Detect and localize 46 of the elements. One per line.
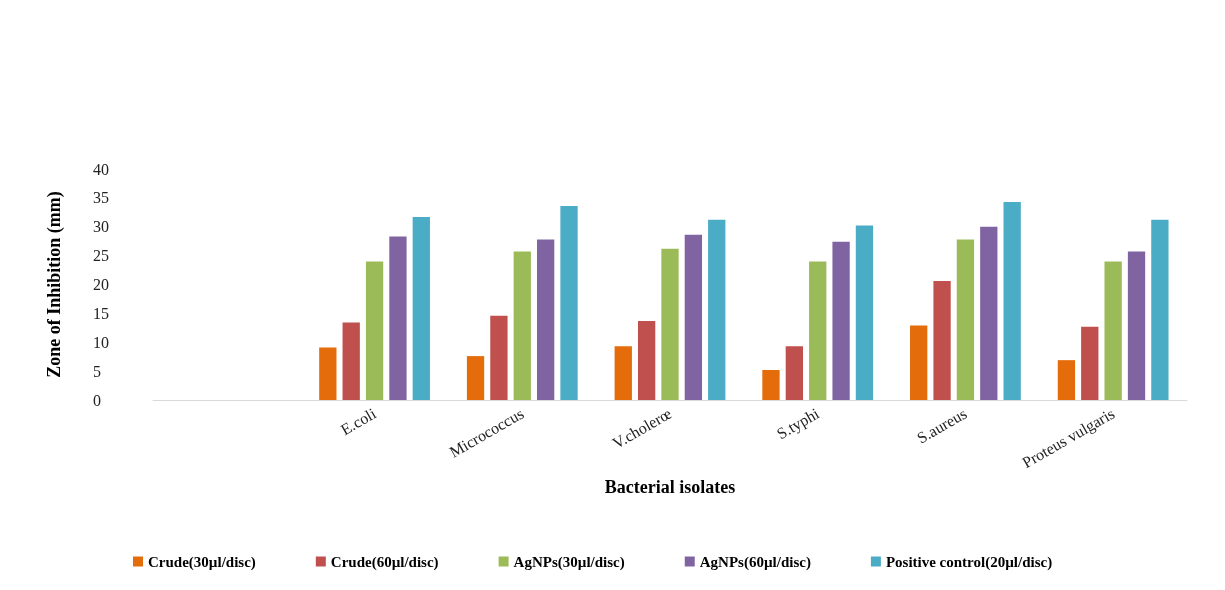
y-tick-label: 10 bbox=[93, 333, 109, 351]
y-tick-label: 35 bbox=[93, 189, 109, 207]
bar bbox=[855, 225, 874, 400]
legend-label: Crude(30µl/disc) bbox=[148, 553, 256, 571]
bar bbox=[365, 261, 384, 400]
bar bbox=[412, 216, 430, 400]
y-tick-label: 30 bbox=[93, 218, 109, 236]
y-tick-label: 25 bbox=[93, 247, 109, 265]
bar bbox=[1081, 326, 1099, 400]
bar bbox=[661, 248, 679, 400]
bar bbox=[513, 251, 531, 400]
bar bbox=[490, 315, 508, 400]
bar bbox=[980, 226, 998, 400]
legend-label: AgNPs(60µl/disc) bbox=[699, 553, 811, 571]
bar bbox=[537, 239, 555, 400]
bar bbox=[785, 346, 803, 400]
legend-label: AgNPs(30µl/disc) bbox=[513, 553, 625, 571]
bar bbox=[1057, 360, 1076, 400]
y-tick-label: 0 bbox=[93, 391, 101, 409]
bar bbox=[637, 320, 656, 400]
bar bbox=[708, 219, 726, 400]
bar bbox=[933, 281, 951, 400]
x-axis-title: Bacterial isolates bbox=[604, 477, 736, 497]
y-axis-title: Zone of Inhibition (mm) bbox=[44, 191, 65, 378]
bar bbox=[1003, 201, 1021, 400]
bar bbox=[1127, 251, 1146, 400]
bar bbox=[956, 239, 975, 400]
legend-label: Crude(60µl/disc) bbox=[330, 553, 439, 571]
bar bbox=[560, 205, 578, 400]
bar bbox=[684, 234, 703, 400]
legend-label: Positive control(20µl/disc) bbox=[885, 553, 1053, 571]
bar bbox=[809, 261, 827, 400]
bar bbox=[832, 241, 850, 400]
bar bbox=[762, 369, 780, 400]
bar bbox=[1104, 261, 1122, 400]
y-tick-label: 15 bbox=[93, 304, 109, 322]
bar bbox=[342, 322, 360, 400]
bar bbox=[389, 236, 407, 400]
y-tick-label: 40 bbox=[93, 160, 109, 178]
bar bbox=[614, 346, 632, 400]
bar bbox=[319, 347, 337, 400]
bar bbox=[1151, 219, 1169, 400]
bar bbox=[466, 356, 485, 400]
bar bbox=[910, 325, 928, 400]
y-tick-label: 20 bbox=[93, 276, 109, 293]
y-tick-label: 5 bbox=[93, 362, 101, 380]
